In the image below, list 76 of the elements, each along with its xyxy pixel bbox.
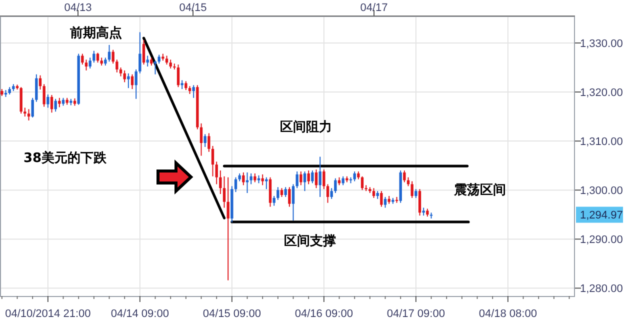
candlestick <box>154 60 157 75</box>
candlestick <box>311 170 314 184</box>
candlestick <box>268 176 272 208</box>
candlestick <box>372 188 376 198</box>
candlestick <box>92 50 96 64</box>
candlestick <box>134 68 138 100</box>
annotation: 38美元的下跌 <box>23 150 108 166</box>
candlestick <box>127 72 130 89</box>
candlestick <box>380 190 383 208</box>
candlestick <box>54 98 57 112</box>
candlestick <box>418 188 422 216</box>
candlestick <box>88 57 92 69</box>
candlestick <box>84 59 88 71</box>
text: 04/15 <box>179 2 207 14</box>
candlestick <box>314 168 318 189</box>
candlestick <box>226 176 230 281</box>
candlestick <box>261 174 264 186</box>
text: 1,294.97 <box>580 210 623 222</box>
x-tick-label: 04/15 09:00 <box>202 308 261 320</box>
candlestick <box>31 97 34 118</box>
candlestick <box>146 55 149 68</box>
y-tick-label: 1,310.00 <box>580 136 623 148</box>
candlestick <box>322 168 326 190</box>
x-tick-label: 04/16 09:00 <box>294 308 353 320</box>
candlestick <box>234 176 238 193</box>
x-tick-label: 04/10/2014 21:00 <box>5 308 91 320</box>
text: 04/13 <box>64 2 92 14</box>
candlestick <box>176 64 180 88</box>
y-tick-label: 1,330.00 <box>580 38 623 50</box>
candlestick <box>27 108 30 121</box>
y-tick-label: 1,280.00 <box>580 283 623 296</box>
candlestick <box>208 132 210 152</box>
annotation: 前期高点 <box>69 25 122 41</box>
y-tick-label: 1,300.00 <box>580 185 623 198</box>
candlestick <box>330 188 333 200</box>
candlestick <box>138 32 142 74</box>
candlestick <box>35 74 38 102</box>
candlestick <box>123 70 126 83</box>
candlestick <box>142 40 146 66</box>
ref-line-label: 区间支撑 <box>284 234 336 249</box>
candlestick <box>265 176 268 190</box>
candlestick <box>50 94 54 114</box>
x-tick-label: 04/17 09:00 <box>386 308 445 320</box>
x-tick-label: 04/14 09:00 <box>110 308 169 320</box>
text: 04/17 <box>360 2 388 14</box>
candlestick <box>200 122 203 156</box>
candlestick <box>20 86 22 114</box>
candlestick <box>204 134 206 148</box>
candlestick <box>326 184 330 204</box>
candlestick <box>410 180 414 198</box>
candlestick <box>276 186 280 200</box>
y-tick-label: 1,320.00 <box>580 87 623 100</box>
candlestick <box>288 186 291 208</box>
candlestick <box>300 170 302 186</box>
candlestick <box>403 170 406 183</box>
candlestick <box>116 59 118 73</box>
candlestick <box>353 170 356 182</box>
candlestick <box>242 172 245 186</box>
candlestick <box>334 178 337 194</box>
annotation: 震荡区间 <box>453 182 506 198</box>
y-tick-label: 1,290.00 <box>580 234 623 246</box>
candlestick <box>284 186 287 198</box>
candlestick <box>219 170 222 195</box>
candlestick <box>211 145 214 177</box>
candlestick <box>318 156 322 198</box>
candlestick <box>112 49 114 64</box>
candlestick <box>81 53 84 66</box>
candlestick <box>58 97 61 108</box>
candlestick <box>384 196 387 208</box>
x-tick-label: 04/18 08:00 <box>478 308 537 320</box>
candlestick <box>192 84 195 98</box>
ref-line-label: 区间阻力 <box>280 120 332 136</box>
candlestick <box>46 94 50 108</box>
candlestick <box>307 170 310 185</box>
candlestick <box>272 195 276 206</box>
candlestick <box>360 176 364 191</box>
